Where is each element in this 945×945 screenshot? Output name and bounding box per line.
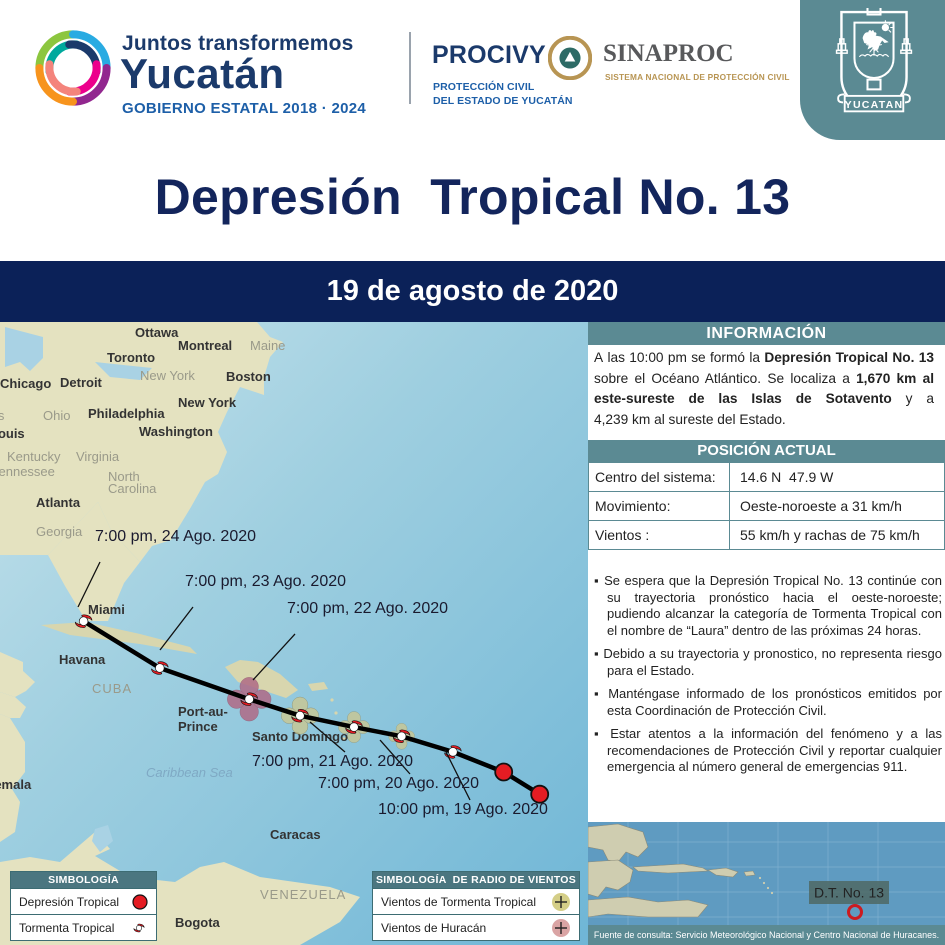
svg-text:D.T. No. 13: D.T. No. 13 <box>814 885 884 901</box>
svg-text:YUCATAN: YUCATAN <box>845 99 904 111</box>
